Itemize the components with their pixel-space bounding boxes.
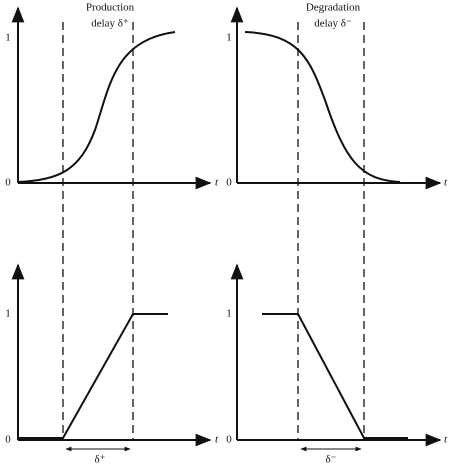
title: delay δ⁺ bbox=[91, 18, 129, 30]
y-label: 1 bbox=[5, 308, 11, 320]
y-label: 1 bbox=[226, 32, 232, 44]
y-label: 0 bbox=[5, 434, 11, 446]
x-label: t bbox=[215, 434, 219, 446]
delay-label: δ⁻ bbox=[326, 454, 337, 465]
x-label: t bbox=[444, 177, 448, 189]
title: Degradation bbox=[306, 2, 361, 14]
x-label: t bbox=[444, 434, 448, 446]
y-label: 0 bbox=[5, 177, 11, 189]
delay-label: δ⁺ bbox=[95, 454, 106, 465]
curve bbox=[262, 313, 408, 439]
title: Production bbox=[86, 2, 135, 14]
curve bbox=[18, 313, 168, 439]
x-label: t bbox=[215, 177, 219, 189]
title: delay δ⁻ bbox=[314, 18, 352, 30]
curve bbox=[17, 31, 176, 183]
y-label: 1 bbox=[5, 32, 11, 44]
curve bbox=[244, 31, 401, 183]
y-label: 0 bbox=[226, 177, 232, 189]
y-label: 1 bbox=[226, 308, 232, 320]
y-label: 0 bbox=[226, 434, 232, 446]
